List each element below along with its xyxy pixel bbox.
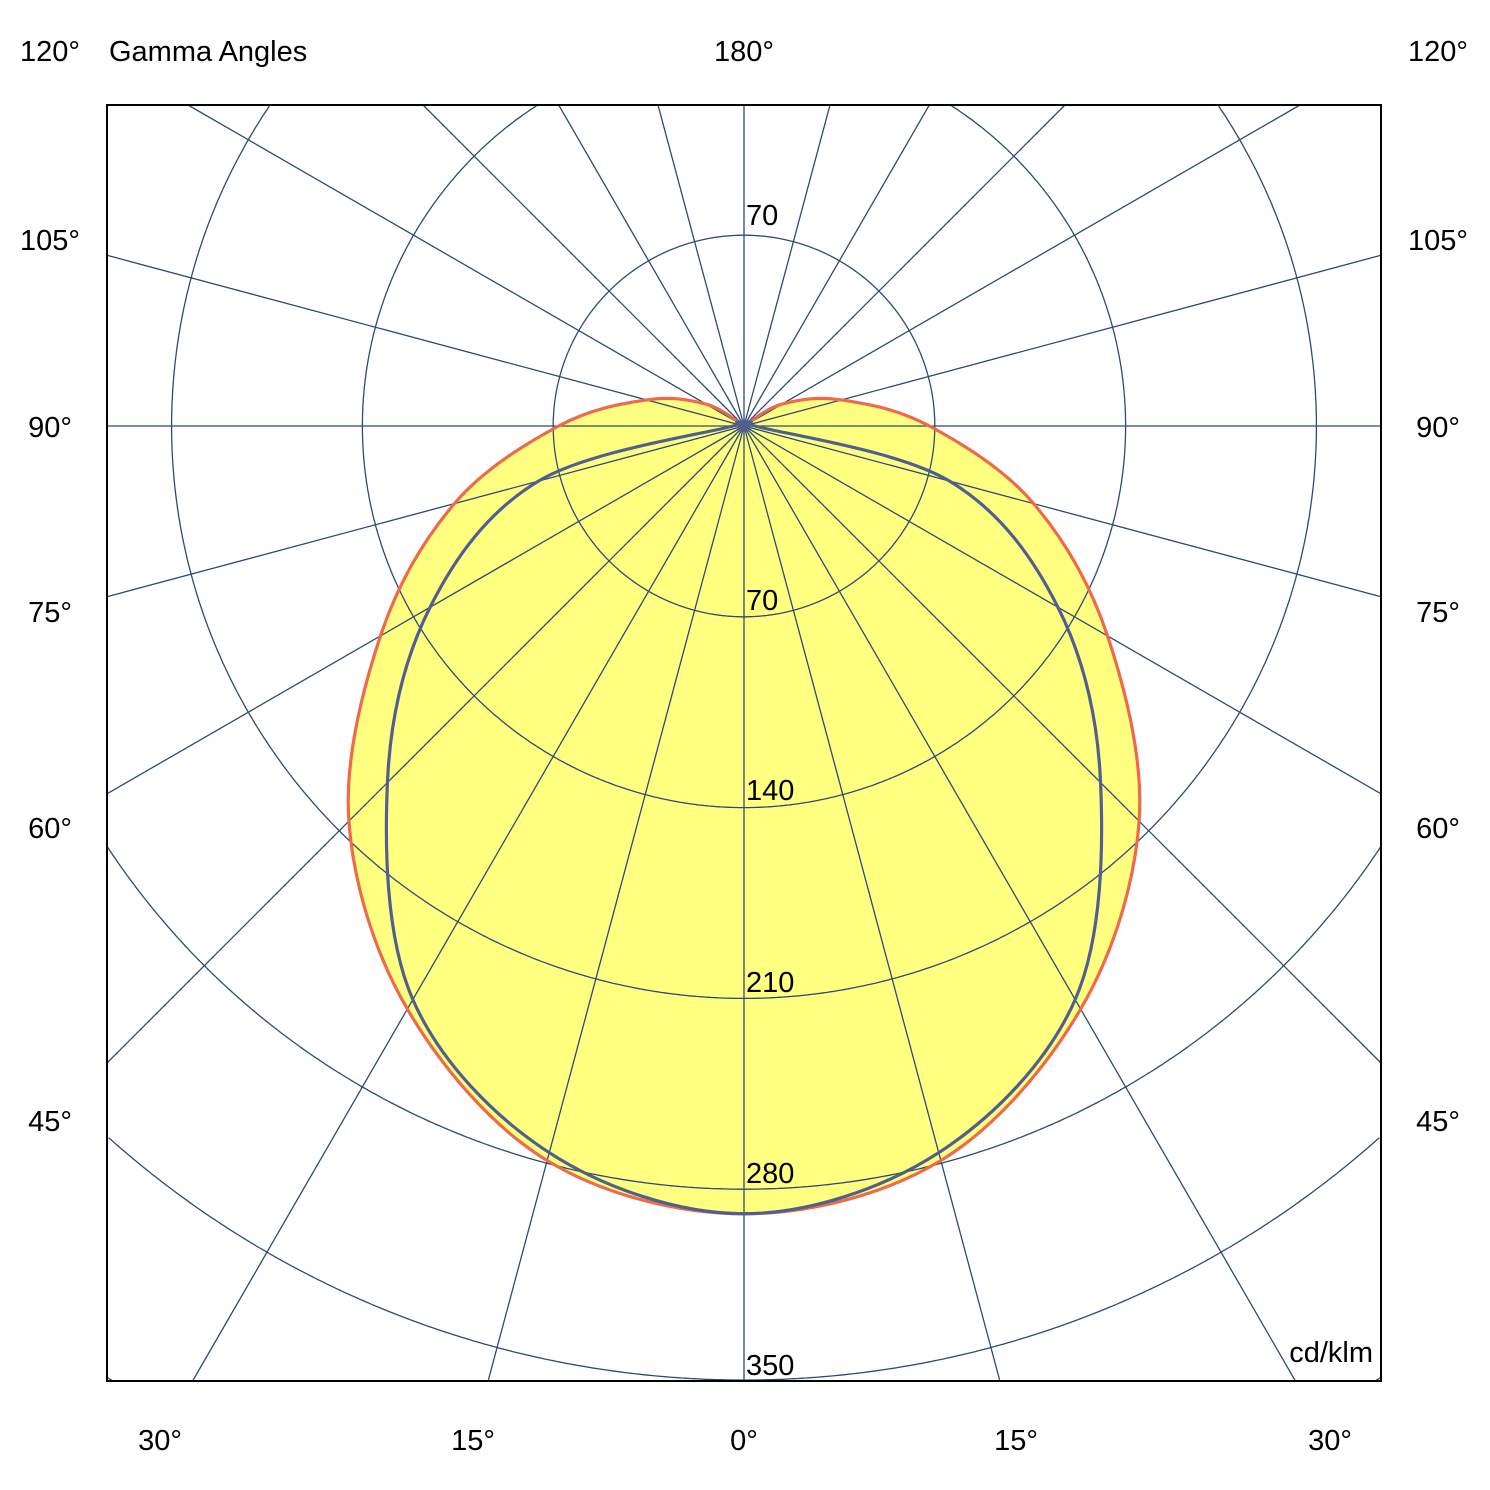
grid-radial-line bbox=[743, 104, 831, 427]
grid-radial-line bbox=[106, 254, 745, 427]
grid-radial-line bbox=[192, 425, 745, 1382]
center-point bbox=[738, 420, 750, 432]
ring-value-label: 280 bbox=[746, 1158, 794, 1190]
right-angle-label: 105° bbox=[1408, 225, 1468, 257]
ring-value-label: 140 bbox=[746, 775, 794, 807]
grid-ring bbox=[108, 1137, 1380, 1381]
bottom-angle-label: 30° bbox=[1308, 1425, 1352, 1457]
grid-radial-line bbox=[422, 104, 745, 427]
grid-radial-line bbox=[743, 254, 1382, 427]
left-angle-label: 75° bbox=[28, 597, 72, 629]
right-angle-label: 75° bbox=[1416, 597, 1460, 629]
left-angle-label: 105° bbox=[20, 225, 80, 257]
right-angle-label: 90° bbox=[1416, 412, 1460, 444]
ring-value-label: 350 bbox=[746, 1350, 794, 1382]
left-angle-label: 90° bbox=[28, 412, 72, 444]
grid-radial-line bbox=[743, 104, 1066, 427]
grid-radial-line bbox=[743, 425, 1382, 1064]
grid-radial-line bbox=[743, 104, 930, 427]
left-angle-label: 60° bbox=[28, 813, 72, 845]
bottom-angle-label: 30° bbox=[138, 1425, 182, 1457]
grid-radial-line bbox=[487, 425, 745, 1382]
right-angle-label: 120° bbox=[1408, 36, 1468, 68]
grid-radial-line bbox=[106, 425, 745, 1064]
grid-radial-line bbox=[106, 425, 745, 598]
grid-radial-line bbox=[743, 425, 1382, 598]
grid-radial-line bbox=[187, 104, 745, 427]
right-angle-label: 45° bbox=[1416, 1106, 1460, 1138]
grid-radial-line bbox=[106, 425, 745, 795]
ring-value-label: 70 bbox=[746, 585, 778, 617]
bottom-angle-label: 0° bbox=[730, 1425, 758, 1457]
top-angle-label: 180° bbox=[714, 36, 774, 68]
ring-value-label: 210 bbox=[746, 967, 794, 999]
grid-radial-line bbox=[743, 104, 1301, 427]
grid-radial-line bbox=[743, 425, 1001, 1382]
grid-ring bbox=[361, 104, 1127, 809]
left-angle-label: 120° bbox=[20, 36, 80, 68]
bottom-angle-label: 15° bbox=[994, 1425, 1038, 1457]
grid-radial-line bbox=[657, 104, 745, 427]
ring-value-label: 70 bbox=[746, 200, 778, 232]
left-angle-label: 45° bbox=[28, 1106, 72, 1138]
plot-frame bbox=[106, 104, 1382, 1382]
chart-title: Gamma Angles bbox=[109, 36, 307, 68]
unit-label: cd/klm bbox=[1289, 1337, 1373, 1369]
polar-grid-overlay bbox=[106, 104, 1382, 1382]
grid-ring bbox=[170, 105, 1318, 1000]
bottom-angle-label: 15° bbox=[451, 1425, 495, 1457]
grid-radial-line bbox=[743, 425, 1296, 1382]
grid-radial-line bbox=[743, 425, 1382, 795]
grid-radial-line bbox=[558, 104, 745, 427]
grid-ring bbox=[107, 846, 1381, 1190]
right-angle-label: 60° bbox=[1416, 813, 1460, 845]
